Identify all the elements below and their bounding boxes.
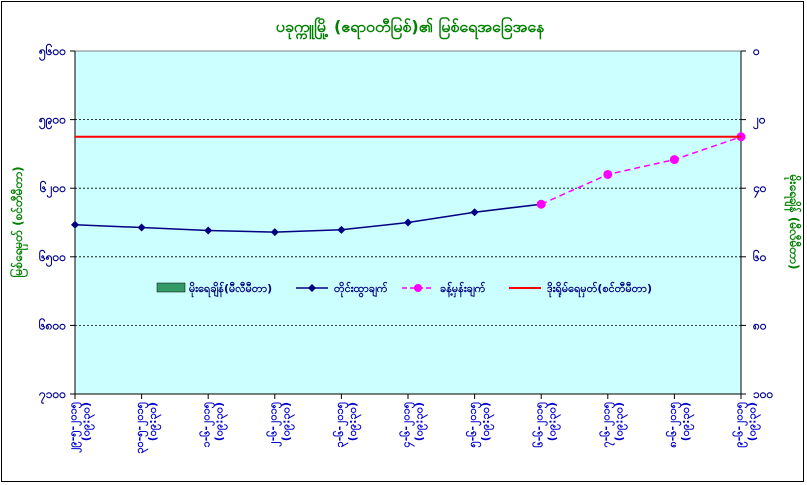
right-axis-title: မိုးရေချိန် (မီလီမီတာ): [783, 174, 803, 270]
x-tick-label: ၂-၆-၂၀၁၅: [266, 401, 282, 447]
x-tick-label: (၀၉:၃၀): [346, 402, 362, 441]
x-tick-label: (၀၉:၃၀): [80, 402, 96, 441]
observed-point: [470, 208, 479, 217]
chart-title: ပခုက္ကူမြို့ (ဧရာဝတီမြစ်)၏ မြစ်ရေအခြေအနေ: [276, 16, 545, 40]
forecast-point: [603, 169, 613, 179]
left-axis-title: မြစ်ရေမှတ် (စင်တီမီတာ): [8, 166, 29, 277]
left-tick-label: ၆၈၀၀: [38, 316, 66, 332]
right-tick-label: ၆၀: [752, 248, 767, 264]
legend-entry: တိုင်းထွာချက်: [296, 281, 388, 298]
forecast-point: [536, 199, 546, 209]
left-tick-label: ၇၁၀၀: [38, 387, 66, 405]
observed-line: [74, 203, 542, 233]
x-tick-group: ၃-၆-၂၀၁၅ (၀၉:၃၀): [333, 401, 362, 447]
legend-swatch: [156, 282, 186, 293]
left-tick-label: ၅၆၀၀: [38, 42, 66, 62]
x-tick-group: ၁-၆-၂၀၁၅ (၀၉:၃၀): [200, 401, 229, 447]
right-tick-label: ၀: [752, 44, 760, 58]
left-tick-label: ၆၂၀၀: [39, 179, 66, 199]
left-tick-label: ၆၅၀၀: [38, 248, 66, 268]
observed-point: [137, 223, 146, 232]
series-layer: [71, 132, 746, 237]
legend-entry: ခန့်မှန်းချက်: [402, 281, 486, 298]
x-tick-label: ၂၉-၅-၂၀၁၅: [67, 401, 83, 453]
x-tick-label: ၈-၆-၂၀၁၅: [666, 401, 682, 447]
legend-label: ခန့်မှန်းချက်: [440, 281, 486, 298]
legend-entry: ဒိုးရိုမ်ရေမှတ်(စင်တီမီတာ): [509, 281, 652, 298]
x-tick-label: ၁-၆-၂၀၁၅: [200, 401, 216, 447]
gridlines: [75, 119, 741, 326]
x-tick-group: ၇-၆-၂၀၁၅ (၀၉:၃၀): [599, 401, 628, 447]
x-tick-group: ၅-၆-၂၀၁၅ (၀၉:၃၀): [466, 401, 495, 447]
x-tick-label: ၉-၆-၂၀၁၅: [733, 401, 749, 447]
x-tick-group: ၄-၆-၂၀၁၅ (၀၉:၃၀): [400, 401, 429, 447]
legend: မိုးရေချိန်(မီလီမီတာ) တိုင်းထွာချက် ခန့်မှ…: [156, 281, 652, 298]
x-tick-label: ၆-၆-၂၀၁၅: [533, 401, 549, 447]
legend-marker: [414, 284, 422, 292]
x-tick-group: ၈-၆-၂၀၁၅ (၀၉:၃၀): [666, 401, 695, 447]
observed-point: [337, 225, 346, 234]
right-tick-label: ၁၀၀: [753, 387, 774, 401]
x-tick-group: ၆-၆-၂၀၁၅ (၀၉:၃၀): [533, 401, 562, 447]
x-tick-group: ၃၀-၅-၂၀၁၅ (၀၉:၃၀): [133, 401, 162, 453]
legend-marker: [308, 284, 316, 292]
forecast-point: [669, 155, 679, 165]
x-tick-label: ၅-၆-၂၀၁၅: [466, 401, 482, 447]
x-tick-label: (၀၉:၃၀): [479, 402, 495, 441]
x-axis-ticks: ၂၉-၅-၂၀၁၅ (၀၉:၃၀) ၃၀-၅-၂၀၁၅ (၀၉:၃၀) ၁-၆-၂၀၁၅…: [67, 394, 762, 454]
x-tick-label: (၀၉:၃၀): [413, 402, 429, 441]
x-tick-label: (၀၉:၃၀): [279, 402, 295, 441]
x-tick-label: ၃-၆-၂၀၁၅: [333, 401, 349, 447]
left-tick-label: ၅၉၀၀: [38, 113, 66, 131]
x-tick-label: (၀၉:၃၀): [746, 402, 762, 441]
x-tick-label: (၀၉:၃၀): [213, 402, 229, 441]
right-tick-label: ၄၀: [752, 181, 767, 199]
x-tick-group: ၉-၆-၂၀၁၅ (၀၉:၃၀): [733, 401, 762, 447]
legend-entry: မိုးရေချိန်(မီလီမီတာ): [156, 281, 272, 298]
x-tick-group: ၂-၆-၂၀၁၅ (၀၉:၃၀): [266, 401, 295, 447]
legend-label: မိုးရေချိန်(မီလီမီတာ): [189, 281, 272, 298]
observed-point: [204, 226, 213, 235]
x-tick-label: (၀၉:၃၀): [546, 402, 562, 441]
legend-label: တိုင်းထွာချက်: [334, 281, 388, 298]
x-tick-label: ၇-၆-၂၀၁၅: [599, 401, 615, 447]
observed-point: [404, 218, 412, 227]
x-tick-label: (၀၉:၃၀): [679, 402, 695, 441]
x-tick-label: ၄-၆-၂၀၁၅: [400, 401, 416, 447]
observed-point: [270, 228, 279, 237]
left-axis-ticks: ၇၁၀၀ ၆၈၀၀ ၆၅၀၀ ၆၂၀၀ ၅၉၀၀ ၅၆၀၀: [38, 42, 75, 405]
x-tick-label: (၀၉:၃၀): [146, 402, 162, 441]
x-tick-label: ၃၀-၅-၂၀၁၅: [133, 401, 149, 453]
x-tick-group: ၂၉-၅-၂၀၁၅ (၀၉:၃၀): [67, 401, 96, 453]
x-tick-label: (၀၉:၃၀): [612, 402, 628, 441]
observed-point: [71, 220, 79, 229]
right-tick-label: ၂၀: [752, 113, 766, 131]
right-tick-label: ၈၀: [752, 318, 767, 332]
legend-label: ဒိုးရိုမ်ရေမှတ်(စင်တီမီတာ): [547, 281, 652, 298]
